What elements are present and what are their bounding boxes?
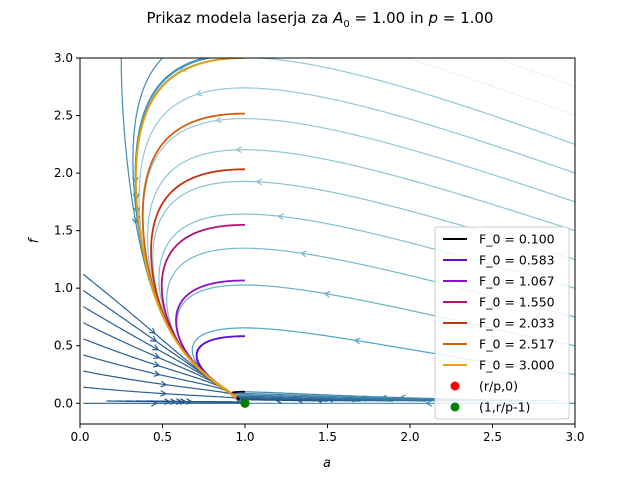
streamline xyxy=(573,58,575,59)
streamline-arrow xyxy=(160,390,168,397)
streamline-arrow xyxy=(152,361,161,368)
legend-swatch-dot xyxy=(450,381,460,391)
streamline xyxy=(490,58,493,59)
streamline xyxy=(573,58,575,59)
x-tick-label: 2.5 xyxy=(483,430,502,444)
y-tick-label: 3.0 xyxy=(54,51,73,65)
legend-label: F_0 = 1.550 xyxy=(479,295,555,310)
x-tick-label: 0.0 xyxy=(70,430,89,444)
streamline-arrow xyxy=(425,399,433,407)
streamline xyxy=(82,306,244,403)
legend-swatch-dot xyxy=(450,402,460,412)
fixed-point-marker xyxy=(240,398,250,408)
streamline xyxy=(531,58,534,59)
y-axis-label: f xyxy=(27,236,42,243)
streamline-arrow xyxy=(528,68,536,75)
streamline xyxy=(403,58,575,117)
streamline xyxy=(134,58,244,403)
chart-title: Prikaz modela laserja za A0 = 1.00 in p … xyxy=(147,9,494,30)
streamline xyxy=(407,58,410,59)
streamline xyxy=(146,400,244,403)
streamline-arrow xyxy=(235,146,243,154)
x-axis-label: a xyxy=(323,456,331,471)
streamline xyxy=(324,58,328,59)
legend-label: F_0 = 0.100 xyxy=(479,232,555,247)
streamline-arrow xyxy=(487,83,495,90)
streamline-arrow xyxy=(299,250,307,258)
streamline xyxy=(366,58,369,59)
y-tick-label: 2.5 xyxy=(54,109,73,123)
legend-label: F_0 = 2.033 xyxy=(479,316,555,331)
x-ticks: 0.0 0.5 1.0 1.5 2.0 2.5 3.0 xyxy=(70,424,585,444)
streamline xyxy=(83,386,244,403)
x-tick-label: 1.5 xyxy=(318,430,337,444)
streamline-arrow xyxy=(398,394,406,402)
streamline-arrow xyxy=(379,394,387,402)
x-tick-label: 3.0 xyxy=(565,430,584,444)
legend-label: (1,r/p-1) xyxy=(479,400,530,415)
streamline-arrow xyxy=(153,352,161,359)
streamline-arrow xyxy=(353,337,361,345)
streamline-arrow xyxy=(152,344,160,351)
streamline-arrow xyxy=(185,398,193,405)
fixed-points xyxy=(240,398,250,408)
trajectory-line xyxy=(141,112,245,398)
streamline-arrow xyxy=(160,380,168,388)
streamline-arrow xyxy=(195,89,203,97)
streamline-arrow xyxy=(485,58,489,60)
legend-box xyxy=(434,226,570,420)
streamline xyxy=(83,354,245,403)
y-ticks: 0.0 0.5 1.0 1.5 2.0 2.5 3.0 xyxy=(54,51,80,410)
streamline xyxy=(132,58,244,403)
legend-label: F_0 = 3.000 xyxy=(479,358,555,373)
streamline xyxy=(494,58,575,88)
streamline xyxy=(235,395,460,403)
y-tick-label: 1.5 xyxy=(54,224,73,238)
y-tick-label: 1.0 xyxy=(54,281,73,295)
streamline-arrow xyxy=(276,213,285,220)
x-tick-label: 1.0 xyxy=(235,430,254,444)
trajectories xyxy=(135,58,245,401)
legend-label: F_0 = 2.517 xyxy=(479,337,555,352)
streamline-arrow xyxy=(214,116,223,124)
y-tick-label: 0.5 xyxy=(54,339,73,353)
y-tick-label: 2.0 xyxy=(54,166,73,180)
streamline-arrow xyxy=(323,290,331,298)
legend-label: F_0 = 1.067 xyxy=(479,274,555,289)
streamline xyxy=(449,58,452,59)
streamline xyxy=(83,322,245,404)
legend-label: (r/p,0) xyxy=(479,379,518,394)
streamline-arrow xyxy=(150,335,158,343)
trajectory-line xyxy=(135,58,245,398)
streamline-arrow xyxy=(148,327,156,335)
legend-label: F_0 = 0.583 xyxy=(479,253,555,268)
streamline-arrow xyxy=(444,58,447,60)
streamline-arrow xyxy=(255,178,263,186)
y-tick-label: 0.0 xyxy=(54,396,73,410)
x-tick-label: 2.0 xyxy=(400,430,419,444)
legend: F_0 = 0.100 F_0 = 0.583 F_0 = 1.067 F_0 = 1… xyxy=(434,226,570,420)
streamline-arrow xyxy=(153,370,161,377)
x-tick-label: 0.5 xyxy=(153,430,172,444)
